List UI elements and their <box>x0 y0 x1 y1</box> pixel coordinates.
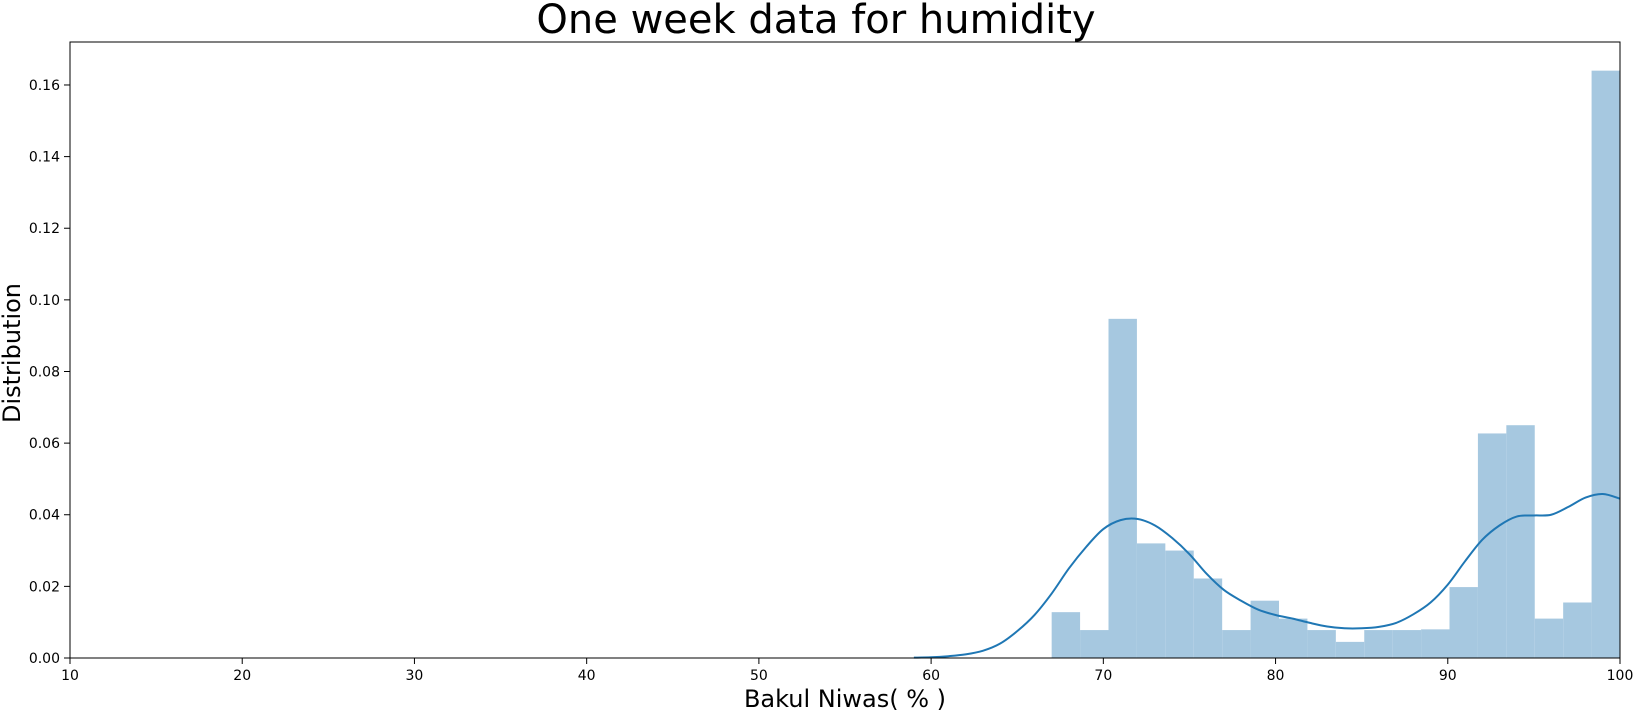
histogram-bar <box>1250 600 1279 658</box>
y-tick-label: 0.06 <box>29 436 60 452</box>
histogram-bar <box>1080 630 1109 658</box>
histogram-bar <box>1364 630 1393 658</box>
y-tick-label: 0.10 <box>29 293 60 309</box>
y-axis-ticks: 0.00 0.02 0.04 0.06 0.08 0.10 0.12 0.14 0.16 <box>29 78 70 667</box>
plot-area-frame <box>69 41 1621 659</box>
histogram-bars <box>1051 70 1620 658</box>
x-tick-label: 60 <box>922 668 940 684</box>
histogram-bar <box>1563 602 1592 658</box>
y-tick-label: 0.12 <box>29 221 60 237</box>
x-tick-label: 10 <box>61 668 79 684</box>
histogram-bar <box>1477 433 1507 658</box>
x-tick-label: 30 <box>406 668 424 684</box>
x-tick-label: 20 <box>233 668 251 684</box>
x-tick-label: 50 <box>750 668 768 684</box>
histogram-bar <box>1449 587 1478 658</box>
histogram-bar <box>1392 630 1422 658</box>
y-tick-label: 0.14 <box>29 150 60 166</box>
histogram-bar <box>1222 630 1251 658</box>
y-axis-label: Distribution <box>0 283 26 423</box>
histogram-bar <box>1335 641 1365 658</box>
kde-line <box>913 492 1621 659</box>
histogram-bar <box>1108 318 1137 658</box>
y-tick-label: 0.04 <box>29 508 60 524</box>
histogram-bar <box>1279 618 1308 658</box>
histogram-bar <box>1165 550 1194 658</box>
histogram-bar <box>1307 630 1336 658</box>
histogram-bar <box>1193 578 1223 658</box>
y-tick-label: 0.08 <box>29 364 60 380</box>
histogram-bar <box>1591 70 1620 658</box>
y-tick-label: 0.16 <box>29 78 60 94</box>
y-tick-label: 0.00 <box>29 651 60 667</box>
x-tick-label: 90 <box>1439 668 1457 684</box>
x-axis-ticks: 10 20 30 40 50 60 70 80 90 100 <box>61 658 1633 684</box>
x-tick-label: 40 <box>578 668 596 684</box>
chart-title: One week data for humidity <box>536 0 1095 43</box>
y-tick-label: 0.02 <box>29 579 60 595</box>
histogram-bar <box>1051 612 1081 658</box>
histogram-bar <box>1421 629 1450 658</box>
histogram-bar <box>1136 543 1166 658</box>
x-tick-label: 70 <box>1094 668 1112 684</box>
x-axis-label: Bakul Niwas( % ) <box>744 685 946 711</box>
histogram-bar <box>1506 425 1535 658</box>
histogram-bar <box>1534 618 1564 658</box>
x-tick-label: 100 <box>1607 668 1633 684</box>
x-tick-label: 80 <box>1267 668 1285 684</box>
